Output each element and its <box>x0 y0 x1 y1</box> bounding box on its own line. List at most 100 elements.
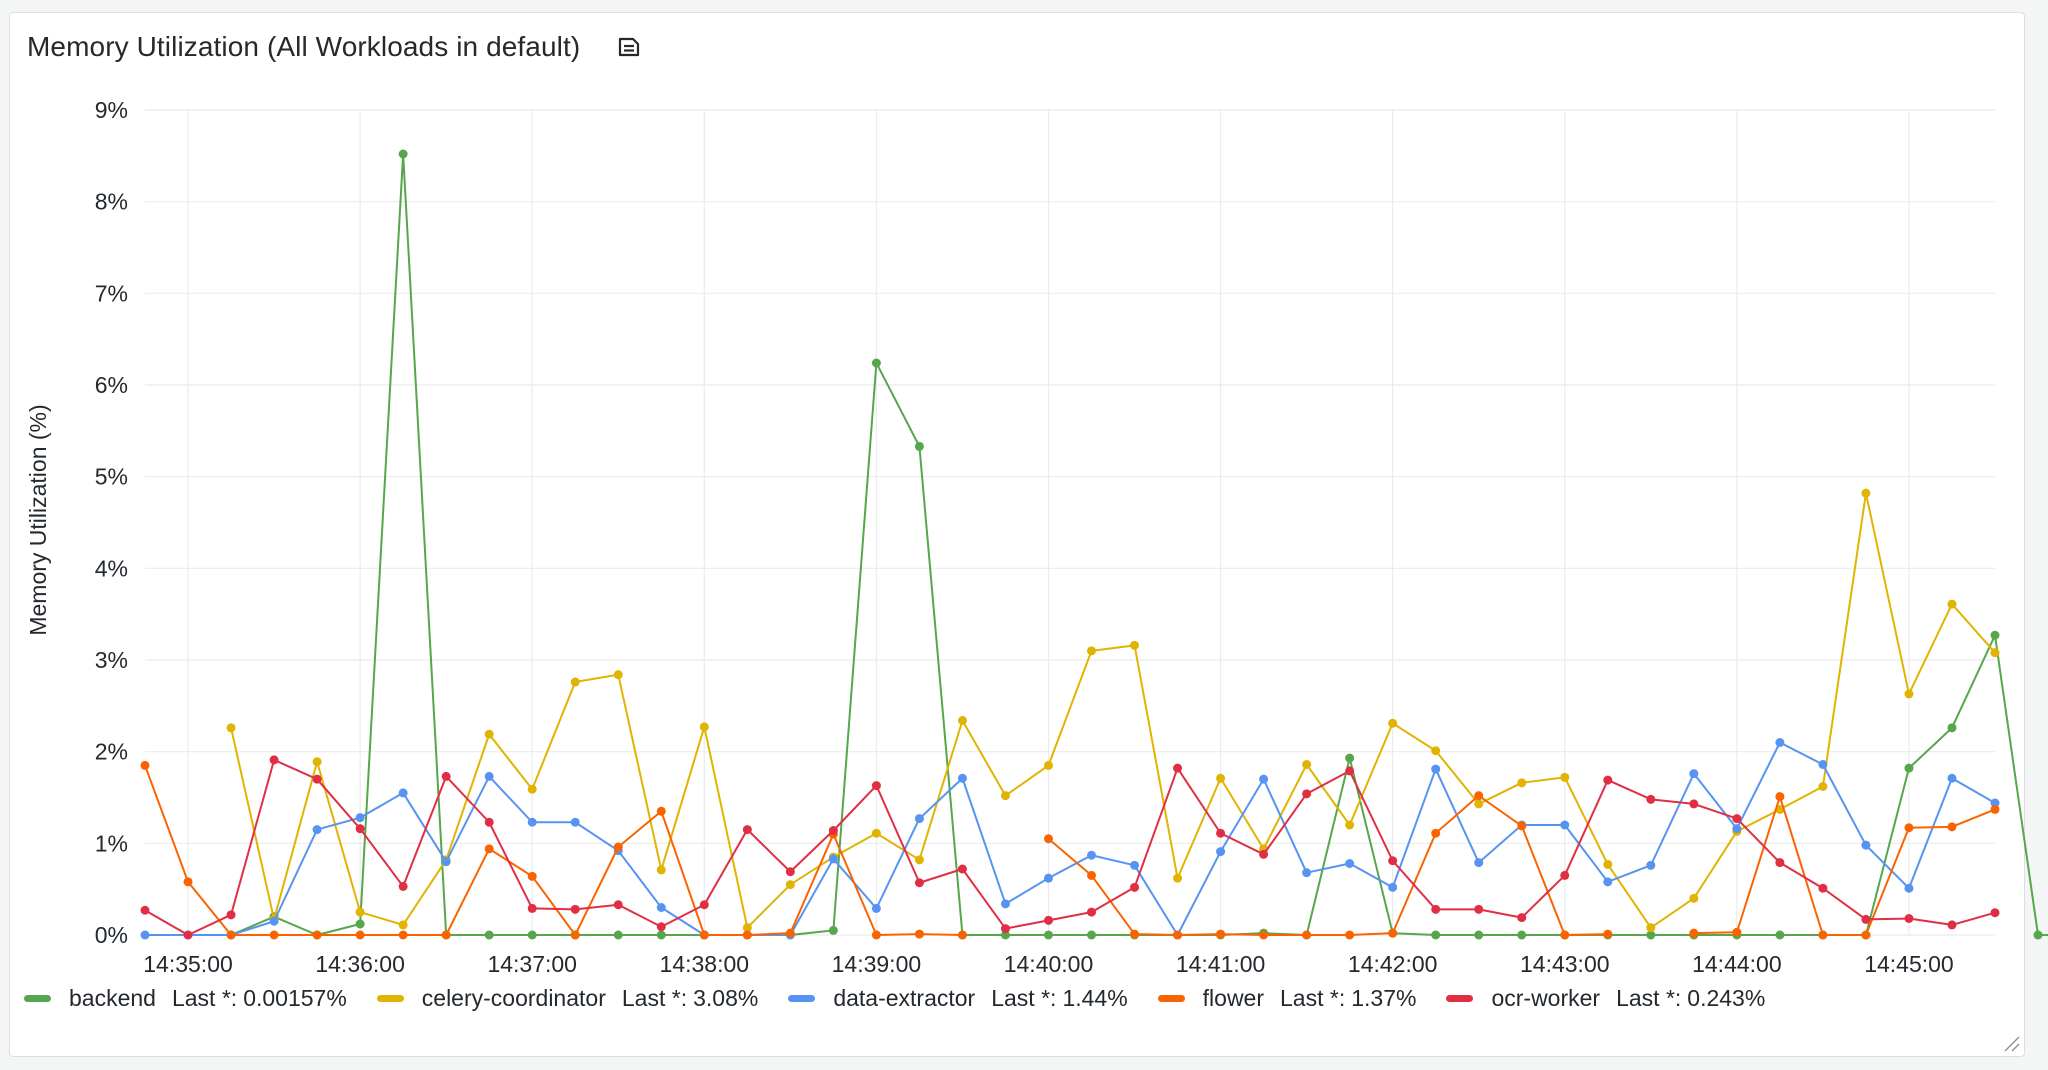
legend-item-backend[interactable]: backend Last *: 0.00157% <box>24 985 347 1012</box>
data-point[interactable] <box>1775 738 1785 747</box>
data-point[interactable] <box>1603 877 1613 887</box>
data-point[interactable] <box>1388 882 1398 892</box>
data-point[interactable] <box>871 358 881 368</box>
data-point[interactable] <box>570 904 580 914</box>
data-point[interactable] <box>1560 820 1570 830</box>
data-point[interactable] <box>1043 915 1053 925</box>
data-point[interactable] <box>1000 899 1010 909</box>
data-point[interactable] <box>828 925 838 935</box>
data-point[interactable] <box>1431 904 1441 914</box>
data-point[interactable] <box>1259 774 1269 784</box>
data-point[interactable] <box>1990 908 2000 918</box>
data-point[interactable] <box>1345 766 1355 776</box>
data-point[interactable] <box>269 930 279 940</box>
data-point[interactable] <box>1904 763 1914 773</box>
data-point[interactable] <box>312 825 322 835</box>
data-point[interactable] <box>484 844 494 854</box>
data-point[interactable] <box>871 781 881 791</box>
data-point[interactable] <box>613 900 623 910</box>
data-point[interactable] <box>656 903 666 912</box>
data-point[interactable] <box>1130 640 1140 650</box>
data-point[interactable] <box>1646 794 1656 804</box>
data-point[interactable] <box>1818 883 1828 893</box>
data-point[interactable] <box>1689 769 1699 779</box>
data-point[interactable] <box>355 813 365 823</box>
data-point[interactable] <box>1947 723 1957 733</box>
data-point[interactable] <box>140 905 150 915</box>
data-point[interactable] <box>1990 798 2000 808</box>
data-point[interactable] <box>1904 914 1914 923</box>
data-point[interactable] <box>226 723 236 733</box>
data-point[interactable] <box>226 930 236 940</box>
data-point[interactable] <box>1474 799 1484 809</box>
data-point[interactable] <box>140 760 150 770</box>
data-point[interactable] <box>441 930 451 940</box>
data-point[interactable] <box>1216 828 1226 838</box>
data-point[interactable] <box>785 880 795 890</box>
data-point[interactable] <box>1216 847 1226 857</box>
data-point[interactable] <box>1087 907 1097 917</box>
data-point[interactable] <box>1818 760 1828 769</box>
data-point[interactable] <box>1732 814 1742 824</box>
data-point[interactable] <box>828 854 838 864</box>
data-point[interactable] <box>1818 782 1828 791</box>
data-point[interactable] <box>1259 849 1269 859</box>
data-point[interactable] <box>1861 914 1871 924</box>
data-point[interactable] <box>1517 913 1527 923</box>
data-point[interactable] <box>871 828 881 838</box>
data-point[interactable] <box>1689 799 1699 809</box>
data-point[interactable] <box>1990 630 2000 640</box>
data-point[interactable] <box>312 930 322 940</box>
data-point[interactable] <box>1474 858 1484 868</box>
data-point[interactable] <box>1646 930 1656 940</box>
data-point[interactable] <box>527 930 537 940</box>
data-point[interactable] <box>398 788 408 798</box>
data-point[interactable] <box>1603 859 1613 869</box>
data-point[interactable] <box>1043 834 1053 844</box>
data-point[interactable] <box>1302 930 1312 940</box>
data-point[interactable] <box>398 149 408 159</box>
data-point[interactable] <box>1818 930 1828 940</box>
data-point[interactable] <box>1388 856 1398 866</box>
data-point[interactable] <box>355 930 365 940</box>
data-point[interactable] <box>1689 928 1699 938</box>
data-point[interactable] <box>312 757 322 767</box>
data-point[interactable] <box>1259 930 1269 940</box>
data-point[interactable] <box>355 907 365 917</box>
data-point[interactable] <box>1087 930 1097 940</box>
data-point[interactable] <box>742 923 752 933</box>
data-point[interactable] <box>484 771 494 781</box>
data-point[interactable] <box>1000 924 1010 934</box>
data-point[interactable] <box>1904 823 1914 833</box>
data-point[interactable] <box>957 716 967 725</box>
data-point[interactable] <box>1431 828 1441 838</box>
panel-description-icon[interactable] <box>614 32 644 62</box>
data-point[interactable] <box>1216 929 1226 939</box>
data-point[interactable] <box>914 814 924 824</box>
data-point[interactable] <box>1130 929 1140 939</box>
data-point[interactable] <box>140 930 150 940</box>
data-point[interactable] <box>1345 820 1355 830</box>
legend-item-ocr-worker[interactable]: ocr-worker Last *: 0.243% <box>1446 985 1765 1012</box>
data-point[interactable] <box>484 817 494 827</box>
data-point[interactable] <box>183 877 193 887</box>
data-point[interactable] <box>1000 791 1010 801</box>
data-point[interactable] <box>226 910 236 920</box>
data-point[interactable] <box>957 773 967 783</box>
data-point[interactable] <box>355 919 365 929</box>
data-point[interactable] <box>699 900 709 910</box>
legend-item-celery-coordinator[interactable]: celery-coordinator Last *: 3.08% <box>376 985 758 1012</box>
data-point[interactable] <box>957 930 967 940</box>
data-point[interactable] <box>1904 883 1914 893</box>
data-point[interactable] <box>1560 870 1570 880</box>
data-point[interactable] <box>699 722 709 732</box>
data-point[interactable] <box>1087 646 1097 656</box>
data-point[interactable] <box>656 865 666 875</box>
data-point[interactable] <box>914 929 924 939</box>
data-point[interactable] <box>1043 873 1053 883</box>
data-point[interactable] <box>828 826 838 835</box>
data-point[interactable] <box>1689 893 1699 903</box>
data-point[interactable] <box>1560 930 1570 940</box>
data-point[interactable] <box>1904 689 1914 699</box>
data-point[interactable] <box>441 771 451 781</box>
